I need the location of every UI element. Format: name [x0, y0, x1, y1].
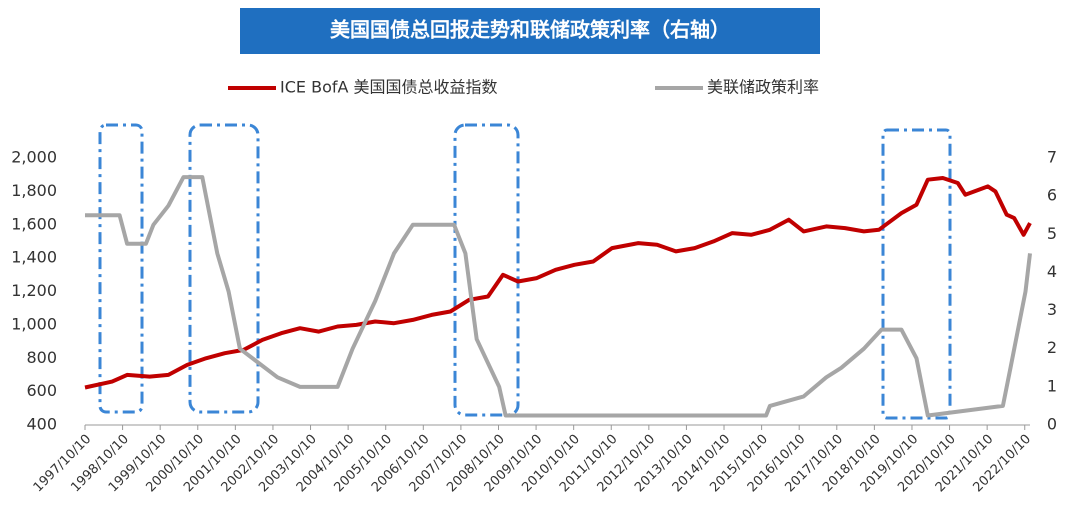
series-line [85, 175, 1032, 418]
y-tick-label: 1,400 [11, 248, 57, 267]
y2-tick-label: 6 [1047, 186, 1057, 205]
y2-tick-label: 4 [1047, 262, 1057, 281]
y2-tick-label: 5 [1047, 224, 1057, 243]
y-tick-label: 1,800 [11, 181, 57, 200]
y2-tick-label: 2 [1047, 338, 1057, 357]
highlight-boxes [98, 123, 952, 420]
legend-label: 美联储政策利率 [707, 78, 819, 97]
y2-tick-label: 0 [1047, 415, 1057, 434]
y2-tick-label: 3 [1047, 300, 1057, 319]
y-tick-label: 1,200 [11, 281, 57, 300]
y2-tick-label: 1 [1047, 376, 1057, 395]
y-tick-label: 800 [26, 348, 57, 367]
series-line [84, 176, 1032, 390]
title-box [240, 8, 820, 54]
y-tick-label: 2,000 [11, 148, 57, 167]
legend-label: ICE BofA 美国国债总收益指数 [280, 78, 498, 97]
y-tick-label: 400 [26, 415, 57, 434]
y-tick-label: 1,600 [11, 214, 57, 233]
chart-title: 美国国债总回报走势和联储政策利率（右轴） [330, 18, 730, 42]
y-tick-label: 1,000 [11, 314, 57, 333]
y2-tick-label: 7 [1047, 148, 1057, 167]
y-tick-label: 600 [26, 381, 57, 400]
